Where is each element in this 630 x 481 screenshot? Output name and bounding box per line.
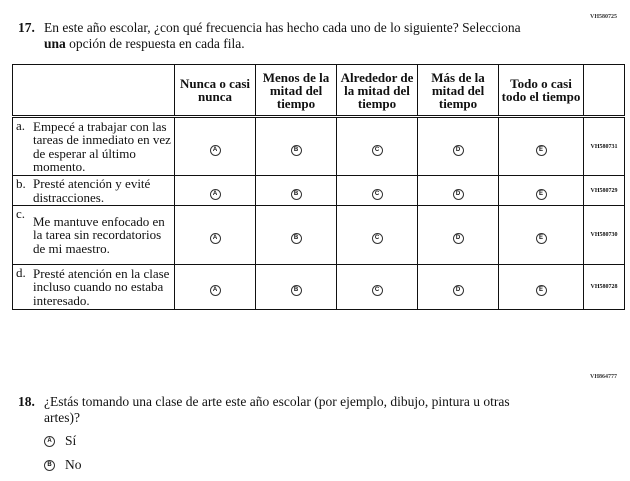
radio-bubble-icon[interactable]: A — [209, 233, 221, 244]
question-number: 17. — [18, 20, 35, 35]
response-cell[interactable]: D — [417, 116, 499, 176]
option-no[interactable]: B No — [44, 457, 82, 473]
response-cell[interactable]: B — [255, 264, 337, 310]
response-cell[interactable]: A — [174, 205, 256, 265]
table-row: c. Me mantuve enfocado en la tarea sin re… — [12, 205, 625, 265]
emphasis-text: una — [44, 36, 66, 51]
option-label: Sí — [65, 433, 77, 448]
table-row: a. Empecé a trabajar con las tareas de in… — [12, 116, 625, 176]
row-letter: a. — [16, 118, 26, 133]
id-header — [583, 64, 625, 118]
radio-bubble-icon[interactable]: E — [535, 233, 547, 244]
radio-bubble-icon[interactable]: D — [452, 285, 464, 296]
row-statement: c. Me mantuve enfocado en la tarea sin re… — [12, 205, 175, 265]
radio-bubble-icon[interactable]: B — [290, 233, 302, 244]
column-header: Nunca o casi nunca — [174, 64, 256, 118]
row-statement: a. Empecé a trabajar con las tareas de in… — [12, 116, 175, 176]
row-text: Me mantuve enfocado en la tarea sin reco… — [33, 213, 165, 256]
radio-bubble-icon[interactable]: E — [535, 188, 547, 200]
response-cell[interactable]: C — [336, 205, 418, 265]
response-cell[interactable]: C — [336, 116, 418, 176]
response-cell[interactable]: A — [174, 175, 256, 206]
radio-bubble-icon[interactable]: C — [371, 233, 383, 244]
radio-bubble-icon[interactable]: D — [452, 188, 464, 200]
radio-bubble-icon[interactable]: A — [209, 144, 221, 156]
question-18: 18. ¿Estás tomando una clase de arte est… — [18, 394, 544, 426]
response-cell[interactable]: C — [336, 264, 418, 310]
radio-bubble-icon[interactable]: B — [290, 188, 302, 200]
response-cell[interactable]: E — [498, 175, 584, 206]
column-header: Todo o casi todo el tiempo — [498, 64, 584, 118]
row-text: Presté atención y evité distracciones. — [33, 176, 151, 205]
response-cell[interactable]: A — [174, 116, 256, 176]
radio-bubble-icon[interactable]: C — [371, 285, 383, 296]
option-si[interactable]: A Sí — [44, 433, 76, 449]
row-letter: b. — [16, 176, 26, 191]
column-header: Más de la mitad del tiempo — [417, 64, 499, 118]
question-text: ¿Estás tomando una clase de arte este añ… — [44, 394, 510, 425]
radio-bubble-icon[interactable]: D — [452, 144, 464, 156]
option-label: No — [65, 457, 82, 472]
radio-bubble-icon[interactable]: B — [290, 285, 302, 296]
row-letter: c. — [16, 206, 26, 221]
row-letter: d. — [16, 265, 26, 280]
row-statement: b. Presté atención y evité distracciones. — [12, 175, 175, 206]
question-17: 17. En este año escolar, ¿con qué frecue… — [18, 20, 604, 52]
column-header: Alrededor de la mitad del tiempo — [336, 64, 418, 118]
radio-bubble-icon[interactable]: A — [209, 285, 221, 296]
response-cell[interactable]: E — [498, 264, 584, 310]
response-cell[interactable]: E — [498, 205, 584, 265]
response-cell[interactable]: B — [255, 205, 337, 265]
radio-bubble-icon[interactable]: B — [44, 460, 55, 472]
blank-header — [12, 64, 175, 118]
radio-bubble-icon[interactable]: E — [535, 144, 547, 156]
table-row: d. Presté atención en la clase incluso cu… — [12, 264, 625, 310]
row-text: Presté atención en la clase incluso cuan… — [33, 265, 170, 308]
response-cell[interactable]: D — [417, 264, 499, 310]
response-cell[interactable]: A — [174, 264, 256, 310]
question-text-rest: opción de respuesta en cada fila. — [65, 36, 245, 51]
radio-bubble-icon[interactable]: A — [209, 188, 221, 200]
question-text: En este año escolar, ¿con qué frecuencia… — [44, 20, 521, 35]
row-id: VH580730 — [583, 205, 625, 265]
response-cell[interactable]: D — [417, 175, 499, 206]
response-cell[interactable]: B — [255, 116, 337, 176]
row-id: VH580731 — [583, 116, 625, 176]
table-row: b. Presté atención y evité distracciones.… — [12, 175, 625, 206]
row-id: VH580728 — [583, 264, 625, 310]
radio-bubble-icon[interactable]: A — [44, 436, 55, 448]
column-header: Menos de la mitad del tiempo — [255, 64, 337, 118]
response-grid: Nunca o casi nunca Menos de la mitad del… — [12, 64, 625, 310]
question-number: 18. — [18, 394, 35, 409]
question-id: VH580725 — [590, 14, 617, 20]
radio-bubble-icon[interactable]: E — [535, 285, 547, 296]
radio-bubble-icon[interactable]: C — [371, 144, 383, 156]
radio-bubble-icon[interactable]: C — [371, 188, 383, 200]
question-id: VH864777 — [590, 374, 617, 380]
radio-bubble-icon[interactable]: B — [290, 144, 302, 156]
row-id: VH580729 — [583, 175, 625, 206]
row-text: Empecé a trabajar con las tareas de inme… — [33, 118, 171, 174]
response-cell[interactable]: E — [498, 116, 584, 176]
row-statement: d. Presté atención en la clase incluso cu… — [12, 264, 175, 310]
response-cell[interactable]: D — [417, 205, 499, 265]
response-cell[interactable]: B — [255, 175, 337, 206]
response-cell[interactable]: C — [336, 175, 418, 206]
radio-bubble-icon[interactable]: D — [452, 233, 464, 244]
